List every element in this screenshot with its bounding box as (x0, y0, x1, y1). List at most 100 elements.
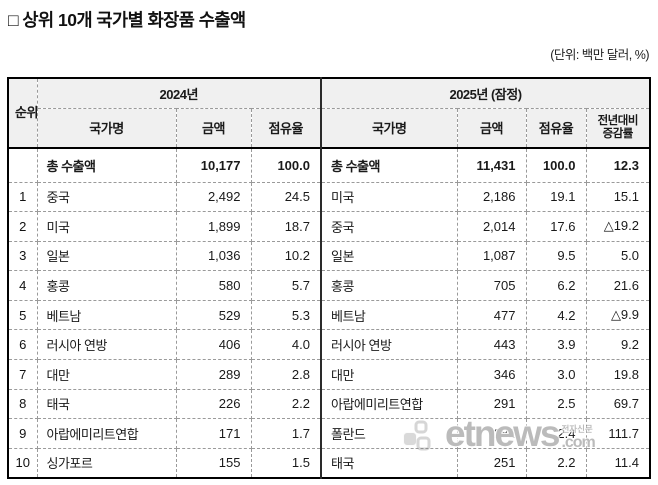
country-2024-cell: 아랍에미리트연합 (36, 418, 177, 449)
rank-cell: 4 (7, 270, 38, 301)
yoy-cell: 5.0 (585, 240, 651, 272)
share-2024-cell: 4.0 (250, 329, 322, 361)
total-share-2024: 100.0 (250, 147, 322, 183)
share-2025-cell: 2.2 (525, 447, 587, 479)
rank-cell: 5 (7, 299, 38, 331)
share-2024-cell: 2.8 (250, 359, 322, 390)
total-label-2025: 총 수출액 (320, 147, 458, 183)
country-2025-cell: 대만 (320, 359, 458, 390)
share-2024-cell: 2.2 (250, 388, 322, 420)
rank-cell: 6 (7, 329, 38, 361)
country-2024-cell: 홍콩 (36, 270, 177, 301)
share-2024-cell: 18.7 (250, 211, 322, 242)
total-label-2024: 총 수출액 (36, 147, 177, 183)
amount-2024-cell: 1,899 (175, 211, 252, 242)
col-header-share-2025: 점유율 (525, 107, 587, 149)
share-2024-cell: 1.7 (250, 418, 322, 449)
amount-2025-cell: 443 (456, 329, 527, 361)
country-2024-cell: 싱가포르 (36, 447, 177, 479)
col-header-amount-2025: 금액 (456, 107, 527, 149)
table-row: 2 미국 1,899 18.7 중국 2,014 17.6 △19.2 (7, 211, 651, 242)
table-row: 1 중국 2,492 24.5 미국 2,186 19.1 15.1 (7, 181, 651, 213)
yoy-cell: 15.1 (585, 181, 651, 213)
amount-2025-cell: 2,014 (456, 211, 527, 242)
country-2025-cell: 미국 (320, 181, 458, 213)
share-2025-cell: 9.5 (525, 240, 587, 272)
country-2024-cell: 베트남 (36, 299, 177, 331)
amount-2024-cell: 226 (175, 388, 252, 420)
rank-cell: 3 (7, 240, 38, 272)
share-2024-cell: 10.2 (250, 240, 322, 272)
unit-note: (단위: 백만 달러, %) (550, 48, 649, 62)
yoy-cell: △19.2 (585, 211, 651, 242)
yoy-header-line2: 증감률 (602, 127, 634, 140)
amount-2025-cell: 282 (456, 418, 527, 449)
amount-2025-cell: 346 (456, 359, 527, 390)
total-share-2025: 100.0 (525, 147, 587, 183)
yoy-cell: 69.7 (585, 388, 651, 420)
col-header-country-2024: 국가명 (36, 107, 177, 149)
country-2025-cell: 베트남 (320, 299, 458, 331)
country-2024-cell: 중국 (36, 181, 177, 213)
total-row: 총 수출액 10,177 100.0 총 수출액 11,431 100.0 12… (7, 147, 651, 183)
group-2024-header: 2024년 (36, 77, 322, 109)
yoy-cell: 11.4 (585, 447, 651, 479)
rank-cell: 9 (7, 418, 38, 449)
country-2024-cell: 태국 (36, 388, 177, 420)
share-2024-cell: 1.5 (250, 447, 322, 479)
table-row: 6 러시아 연방 406 4.0 러시아 연방 443 3.9 9.2 (7, 329, 651, 361)
table-row: 5 베트남 529 5.3 베트남 477 4.2 △9.9 (7, 299, 651, 331)
share-2024-cell: 24.5 (250, 181, 322, 213)
share-2024-cell: 5.3 (250, 299, 322, 331)
amount-2024-cell: 1,036 (175, 240, 252, 272)
country-2024-cell: 일본 (36, 240, 177, 272)
rank-cell: 2 (7, 211, 38, 242)
yoy-cell: △9.9 (585, 299, 651, 331)
share-2025-cell: 19.1 (525, 181, 587, 213)
total-rank-cell (7, 147, 38, 183)
col-header-yoy: 전년대비 증감률 (585, 107, 651, 149)
amount-2025-cell: 705 (456, 270, 527, 301)
rank-cell: 8 (7, 388, 38, 420)
country-2024-cell: 러시아 연방 (36, 329, 177, 361)
rank-column-header: 순위 (7, 77, 38, 149)
country-2025-cell: 태국 (320, 447, 458, 479)
total-yoy: 12.3 (585, 147, 651, 183)
share-2025-cell: 3.9 (525, 329, 587, 361)
amount-2024-cell: 529 (175, 299, 252, 331)
share-2025-cell: 6.2 (525, 270, 587, 301)
amount-2025-cell: 477 (456, 299, 527, 331)
yoy-cell: 9.2 (585, 329, 651, 361)
amount-2024-cell: 155 (175, 447, 252, 479)
yoy-cell: 21.6 (585, 270, 651, 301)
export-table: 순위 2024년 2025년 (잠정) 국가명 금액 점유율 국가명 금액 점유… (7, 77, 652, 479)
amount-2024-cell: 406 (175, 329, 252, 361)
country-2025-cell: 아랍에미리트연합 (320, 388, 458, 420)
country-2024-cell: 미국 (36, 211, 177, 242)
country-2025-cell: 폴란드 (320, 418, 458, 449)
share-2025-cell: 2.4 (525, 418, 587, 449)
amount-2024-cell: 580 (175, 270, 252, 301)
country-2025-cell: 중국 (320, 211, 458, 242)
table-row: 3 일본 1,036 10.2 일본 1,087 9.5 5.0 (7, 240, 651, 272)
col-header-country-2025: 국가명 (320, 107, 458, 149)
amount-2025-cell: 2,186 (456, 181, 527, 213)
country-2025-cell: 홍콩 (320, 270, 458, 301)
group-2025-header: 2025년 (잠정) (319, 77, 651, 109)
total-amount-2025: 11,431 (456, 147, 527, 183)
amount-2025-cell: 251 (456, 447, 527, 479)
country-2025-cell: 러시아 연방 (320, 329, 458, 361)
yoy-header-line1: 전년대비 (597, 114, 639, 127)
country-2025-cell: 일본 (320, 240, 458, 272)
col-header-share-2024: 점유율 (250, 107, 322, 149)
table-row: 7 대만 289 2.8 대만 346 3.0 19.8 (7, 359, 651, 390)
share-2024-cell: 5.7 (250, 270, 322, 301)
total-amount-2024: 10,177 (175, 147, 252, 183)
yoy-cell: 111.7 (585, 418, 651, 449)
table-row: 10 싱가포르 155 1.5 태국 251 2.2 11.4 (7, 447, 651, 479)
amount-2024-cell: 289 (175, 359, 252, 390)
rank-cell: 7 (7, 359, 38, 390)
country-2024-cell: 대만 (36, 359, 177, 390)
amount-2025-cell: 1,087 (456, 240, 527, 272)
col-header-amount-2024: 금액 (175, 107, 252, 149)
